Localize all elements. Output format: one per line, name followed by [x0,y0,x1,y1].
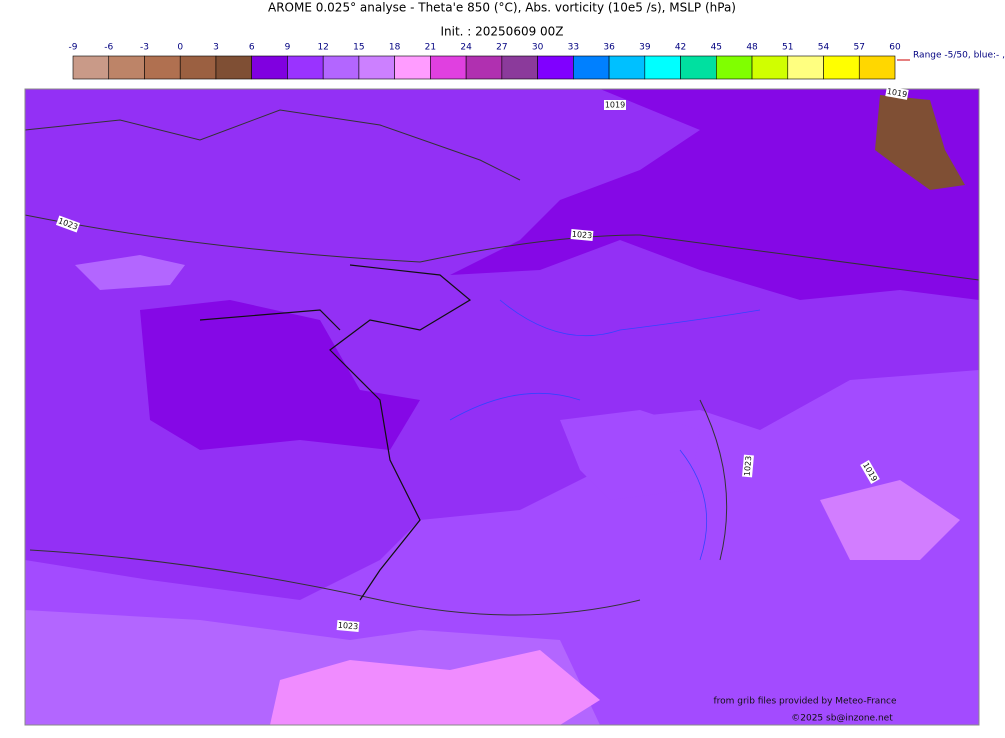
colorbar: -9 -6 -3 0 3 6 9 12 15 18 21 24 27 30 33 36 39 42 45 48 51 54… [69,43,901,80]
map [24,88,980,726]
colorbar-tick-label: 51 [782,43,793,53]
colorbar-box [144,55,181,80]
colorbar-tick-label: 9 [285,43,291,53]
colorbar-box [287,55,324,80]
isobar-label: 1019 [604,100,626,110]
region-dark [450,89,979,300]
region-brown [875,95,965,190]
colorbar-box [537,55,574,80]
colorbar-tick-label: 24 [460,43,472,53]
colorbar-tick-label: 36 [603,43,615,53]
river [449,299,761,561]
colorbar-tick-label: 3 [213,43,219,53]
isobar-label: 1023 [742,454,754,478]
map-frame [24,88,980,726]
credit: from grib files provided by Meteo-France [713,697,896,707]
colorbar-tick-label: 21 [425,43,436,53]
isobar-label: 1019 [885,86,909,100]
colorbar-tick-label: -9 [69,43,78,53]
isobar-label-box [336,620,360,632]
region-light [75,255,185,290]
colorbar-tick-label: 60 [889,43,901,53]
isobar-label-box [604,100,626,110]
colorbar-box [823,55,860,80]
colorbar-box [751,55,789,80]
colorbar-box [858,55,896,80]
region-light [560,410,700,500]
colorbar-box [394,55,431,80]
init-time: Init. : 20250609 00Z [440,25,563,39]
isobar-label: 1023 [570,229,594,241]
colorbar-box [72,55,110,80]
colorbar-tick-label: 39 [639,43,651,53]
colorbar-tick-label: 0 [177,43,183,53]
colorbar-box [644,55,681,80]
colorbar-tick-label: 30 [532,43,544,53]
region-dark [140,300,420,450]
colorbar-box [608,55,646,80]
colorbar-tick-label: 18 [389,43,401,53]
colorbar-tick-label: 42 [675,43,686,53]
colorbar-tick-label: 15 [353,43,364,53]
colorbar-box [573,55,610,80]
colorbar-tick-label: -3 [140,43,149,53]
colorbar-tick-label: 45 [711,43,722,53]
colorbar-tick-label: 12 [317,43,328,53]
colorbar-tick-label: 57 [854,43,865,53]
isobar-label-text: 1023 [571,230,592,241]
credit: ©2025 sb@inzone.net [791,714,893,724]
isobar-label-box [55,215,81,233]
range-note: Range -5/50, blue:- , r [913,51,1005,61]
colorbar-box [215,55,252,80]
colorbar-box [501,55,538,80]
isobar-label-text: 1019 [605,101,625,110]
colorbar-box [108,55,145,80]
colorbar-box [680,55,717,80]
colorbar-box [430,55,467,80]
isobar-label-text: 1023 [743,455,754,476]
colorbar-tick-label: -6 [104,43,113,53]
colorbar-box [716,55,753,80]
colorbar-box [251,55,288,80]
colorbar-box [787,55,824,80]
colorbar-tick-label: 6 [249,43,255,53]
isobar-label-box [570,229,594,241]
isobar-label-box [885,86,909,100]
colorbar-box [179,55,217,80]
colorbar-tick-label: 48 [746,43,758,53]
colorbar-box [465,55,503,80]
colorbar-box [322,55,360,80]
isobar-label-box [742,454,754,478]
title: AROME 0.025° analyse - Theta'e 850 (°C),… [268,1,736,15]
coastline [199,264,472,601]
isobar-label-text: 1019 [886,87,908,99]
colorbar-box [358,55,395,80]
isobar-label: 1023 [336,620,360,632]
isobar-line [29,399,728,616]
region-pink [270,650,600,725]
colorbar-tick-label: 27 [496,43,507,53]
colorbar-tick-label: 33 [568,43,579,53]
colorbar-tick-label: 54 [818,43,830,53]
region-pink [820,480,960,560]
isobar-label-text: 1023 [337,621,358,632]
isobar-label-box [860,459,880,485]
